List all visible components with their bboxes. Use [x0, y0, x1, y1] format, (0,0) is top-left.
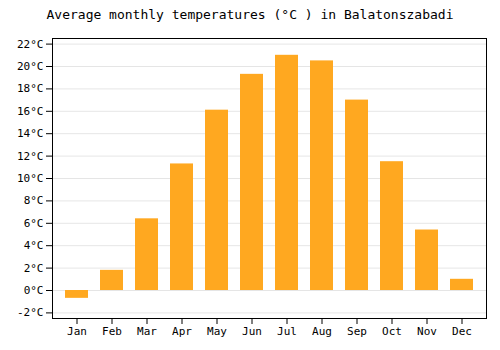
svg-text:Sep: Sep [347, 325, 367, 338]
svg-text:18°C: 18°C [17, 82, 44, 95]
svg-text:4°C: 4°C [24, 239, 44, 252]
svg-text:16°C: 16°C [17, 105, 44, 118]
svg-text:Jun: Jun [242, 325, 262, 338]
svg-text:-2°C: -2°C [17, 306, 44, 319]
svg-text:Aug: Aug [312, 325, 332, 338]
svg-text:22°C: 22°C [17, 38, 44, 51]
svg-text:20°C: 20°C [17, 60, 44, 73]
svg-text:8°C: 8°C [24, 194, 44, 207]
svg-text:6°C: 6°C [24, 217, 44, 230]
svg-text:10°C: 10°C [17, 172, 44, 185]
svg-text:Mar: Mar [137, 325, 157, 338]
svg-text:Nov: Nov [417, 325, 437, 338]
svg-text:0°C: 0°C [24, 284, 44, 297]
svg-text:Oct: Oct [382, 325, 402, 338]
svg-text:May: May [207, 325, 227, 338]
svg-text:Jul: Jul [277, 325, 297, 338]
svg-text:12°C: 12°C [17, 150, 44, 163]
svg-text:Dec: Dec [452, 325, 472, 338]
html-text:Average monthly temperatures (: Average monthly temperatures (°C ) in Ba… [46, 7, 454, 22]
svg-text:Apr: Apr [172, 325, 192, 338]
svg-text:14°C: 14°C [17, 127, 44, 140]
svg-text:2°C: 2°C [24, 262, 44, 275]
svg-text:Jan: Jan [67, 325, 87, 338]
svg-text:Feb: Feb [102, 325, 122, 338]
